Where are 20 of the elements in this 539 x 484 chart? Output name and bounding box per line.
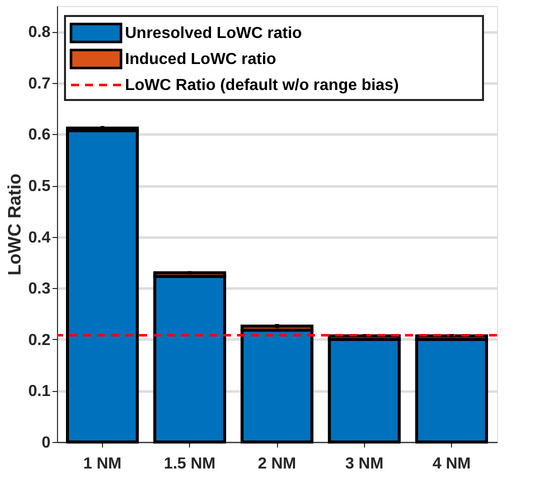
y-tick-label: 0.8 [28,24,51,42]
y-tick-label: 0.2 [28,332,51,349]
legend-label: Induced LoWC ratio [125,51,276,68]
y-tick-label: 0.3 [28,280,51,298]
y-axis-title: LoWC Ratio [4,174,24,276]
y-tick-label: 0.7 [28,75,51,92]
x-tick-label: 1.5 NM [164,456,216,472]
x-tick-label: 3 NM [345,456,384,472]
y-tick-label: 0.6 [28,126,51,144]
y-tick-label: 0.4 [28,229,51,246]
legend-label: LoWC Ratio (default w/o range bias) [125,77,399,94]
bar [66,129,139,444]
legend-label: Unresolved LoWC ratio [125,25,302,42]
y-tick-label: 0.5 [28,178,51,196]
y-tick-label: 0 [42,434,51,452]
x-tick-label: 1 NM [83,456,122,472]
bar [240,328,314,444]
x-tick-label: 4 NM [432,456,471,472]
x-tick-label: 2 NM [258,456,296,472]
y-tick-label: 0.1 [28,383,51,400]
